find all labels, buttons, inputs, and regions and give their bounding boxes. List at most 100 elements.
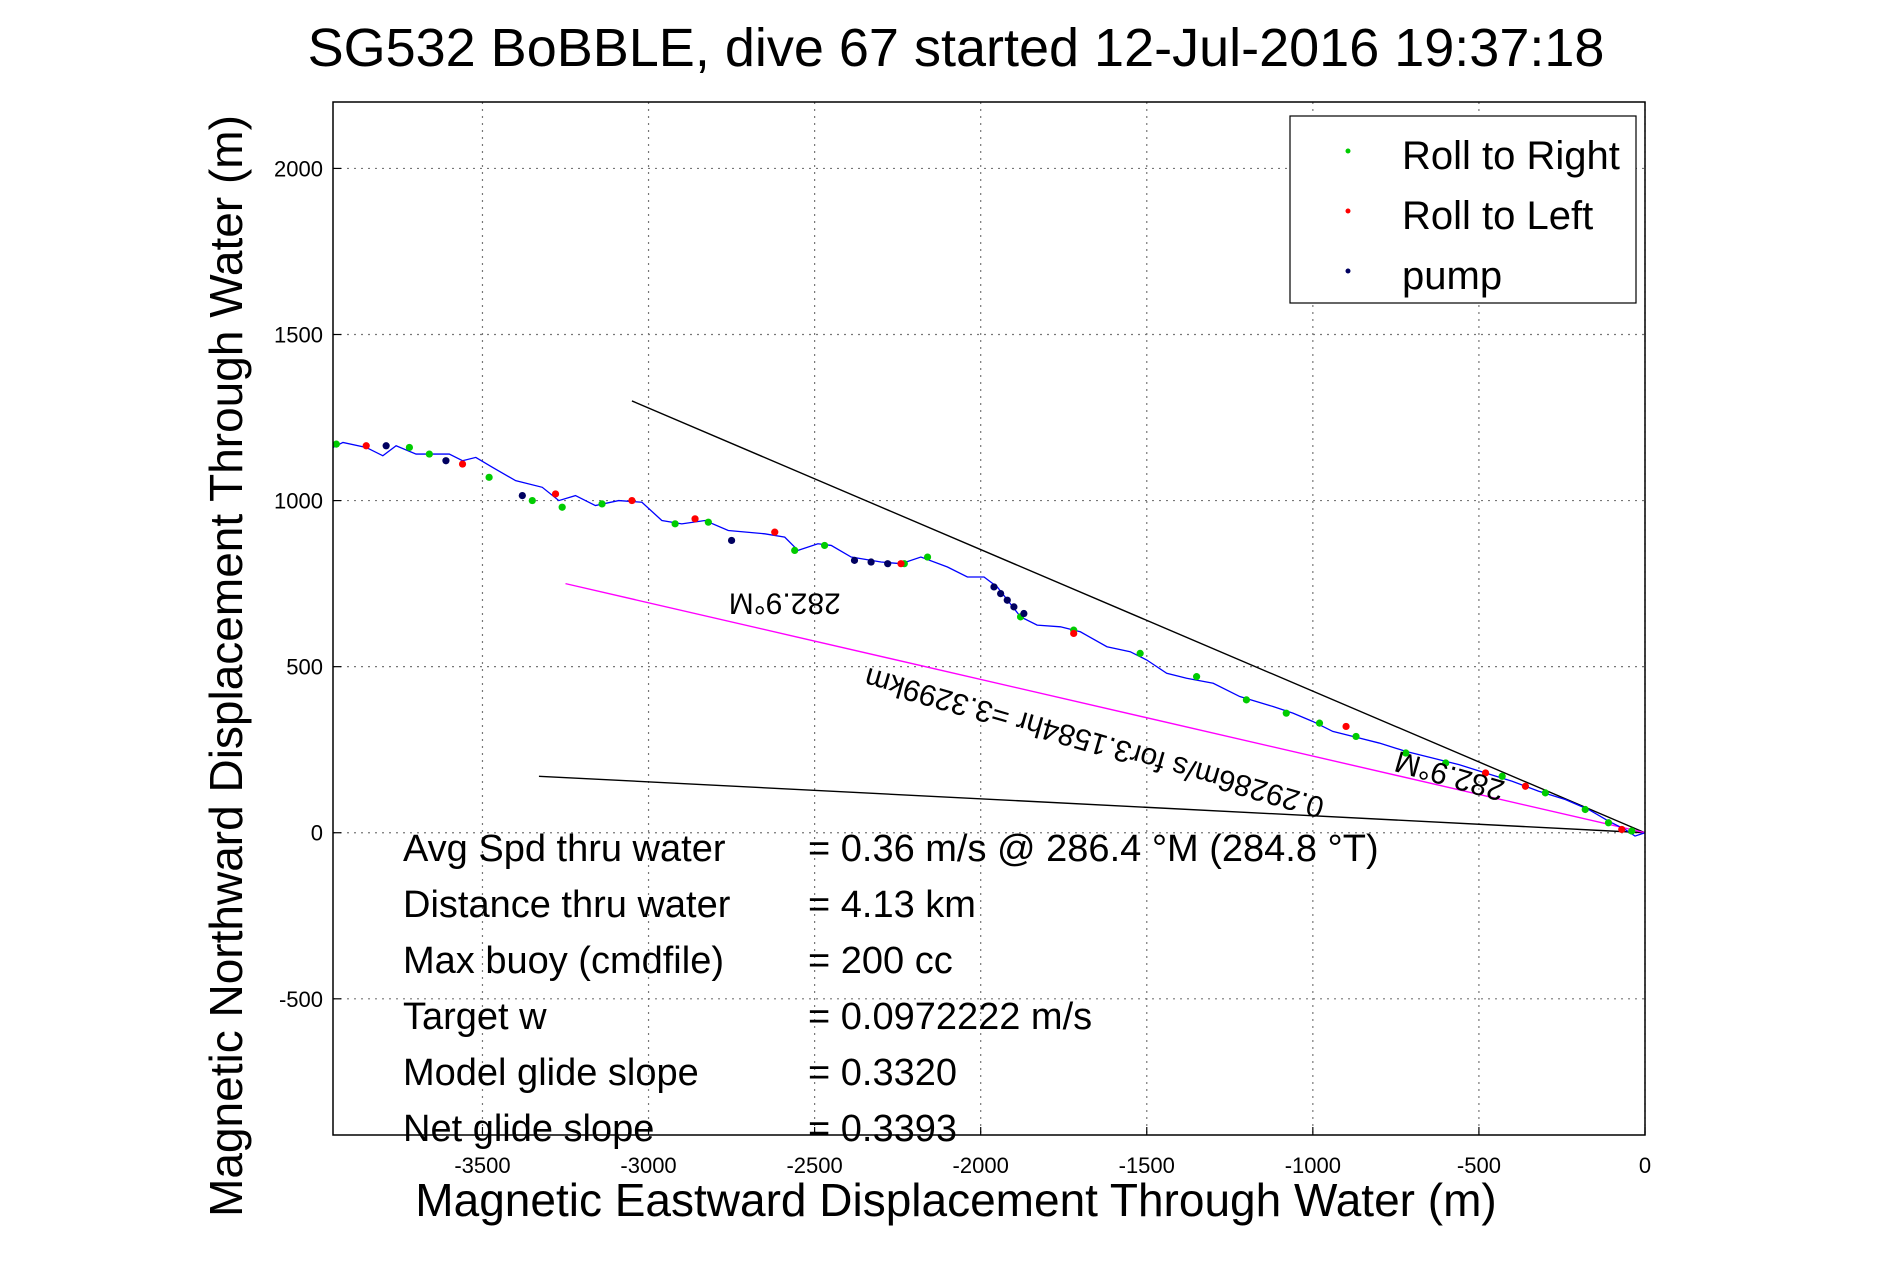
chart-title: SG532 BoBBLE, dive 67 started 12-Jul-201…: [308, 18, 1605, 78]
pump-point: [850, 556, 859, 564]
stat-value: = 4.13 km: [808, 884, 976, 926]
roll-to-left-point: [691, 515, 699, 523]
y-tick-label: 1500: [274, 323, 323, 348]
y-tick-label: -500: [279, 987, 323, 1012]
stat-value: = 0.3320: [808, 1052, 957, 1094]
roll-to-right-point: [671, 520, 679, 528]
x-tick-label: 0: [1639, 1153, 1651, 1178]
roll-to-right-point: [1604, 819, 1613, 827]
annotation-label: 0.29286m/s for3.1584hr =3.3299km: [861, 661, 1328, 824]
tick-labels: -3500 -3000 -2500 -2000 -1500 -1000 -500 0 -500 0…: [274, 156, 1651, 1178]
roll-to-right-point: [1628, 827, 1636, 835]
x-tick-label: -2000: [953, 1153, 1009, 1178]
roll-to-right-point: [598, 500, 606, 508]
roll-to-left-point: [1342, 722, 1350, 731]
roll-to-right-point: [1352, 732, 1360, 741]
roll-to-right-point: [1282, 709, 1290, 717]
stat-label: Max buoy (cmdfile): [403, 940, 724, 982]
roll-to-right-point: [1136, 649, 1144, 657]
annotations: 282.9°M 0.29286m/s for3.1584hr =3.3299km 2…: [729, 587, 1508, 824]
roll-to-left-point: [551, 490, 560, 498]
y-tick-label: 500: [286, 655, 323, 680]
x-tick-label: -2500: [786, 1153, 842, 1178]
roll-to-left-point: [897, 560, 905, 568]
current-line: [565, 582, 1646, 834]
x-tick-label: -1500: [1119, 1153, 1175, 1178]
annotation-label: 282.9°M: [729, 587, 841, 620]
stat-label: Target w: [403, 996, 547, 1038]
plot-lines: [332, 400, 1646, 837]
legend-label-roll-to-left: Roll to Left: [1402, 194, 1593, 238]
y-tick-label: 2000: [274, 156, 323, 181]
legend-marker-pump: [1345, 268, 1351, 274]
roll-to-right-point: [1581, 805, 1589, 814]
roll-to-right-point: [332, 440, 340, 448]
roll-to-right-point: [704, 518, 712, 526]
pump-point: [884, 560, 892, 568]
roll-to-left-point: [628, 496, 636, 505]
roll-to-left-point: [1481, 769, 1490, 777]
pump-point: [1003, 596, 1011, 604]
roll-to-right-point: [528, 496, 536, 505]
pump-point: [997, 589, 1005, 598]
roll-to-left-point: [458, 460, 467, 468]
roll-to-right-point: [1242, 696, 1251, 704]
roll-to-left-point: [771, 528, 779, 536]
roll-to-left-point: [1070, 629, 1078, 638]
roll-to-right-point: [1498, 772, 1506, 780]
pump-point: [1020, 609, 1028, 618]
reference-line: [631, 400, 1646, 834]
roll-to-right-point: [820, 541, 829, 550]
grid: [333, 102, 1646, 1135]
x-axis-label: Magnetic Eastward Displacement Through W…: [415, 1174, 1496, 1226]
roll-to-right-point: [1192, 673, 1201, 681]
roll-to-right-point: [485, 473, 493, 481]
pump-point: [867, 558, 875, 566]
stat-label: Avg Spd thru water: [403, 828, 726, 870]
roll-to-left-point: [1618, 825, 1626, 834]
roll-to-right-point: [1402, 749, 1410, 757]
pump-point: [727, 536, 736, 545]
stats-block: Avg Spd thru water = 0.36 m/s @ 286.4 °M …: [403, 828, 1379, 1150]
pump-point: [442, 457, 450, 465]
roll-to-right-point: [1315, 719, 1324, 727]
roll-to-right-point: [923, 553, 932, 561]
x-tick-label: -500: [1457, 1153, 1501, 1178]
pump-point: [1010, 603, 1018, 611]
plot-markers: [332, 440, 1636, 835]
stat-value: = 0.3393: [808, 1108, 957, 1150]
x-tick-label: -1000: [1285, 1153, 1341, 1178]
pump-point: [382, 442, 390, 450]
pump-point: [518, 492, 526, 500]
y-axis-label: Magnetic Northward Displacement Through …: [200, 115, 252, 1217]
y-tick-label: 0: [311, 821, 323, 846]
roll-to-right-point: [425, 450, 433, 458]
legend-marker-roll-to-left: [1345, 208, 1351, 214]
roll-to-right-point: [405, 443, 413, 452]
stat-value: = 0.36 m/s @ 286.4 °M (284.8 °T): [808, 828, 1379, 870]
stat-value: = 0.0972222 m/s: [808, 996, 1092, 1038]
roll-to-left-point: [1521, 782, 1530, 790]
roll-to-right-point: [558, 503, 566, 511]
annotation-label: 282.9°M: [1391, 744, 1508, 807]
roll-to-right-point: [791, 546, 799, 555]
legend-label-pump: pump: [1402, 254, 1502, 298]
legend-marker-roll-to-right: [1345, 148, 1351, 154]
stat-label: Distance thru water: [403, 884, 731, 926]
track-line: [332, 441, 1646, 837]
x-tick-label: -3500: [454, 1153, 510, 1178]
stat-value: = 200 cc: [808, 940, 953, 982]
x-tick-label: -3000: [620, 1153, 676, 1178]
roll-to-right-point: [1541, 789, 1549, 797]
plot-frame: [332, 101, 1646, 1136]
legend: Roll to Right Roll to Left pump: [1289, 115, 1637, 304]
roll-to-left-point: [362, 442, 370, 450]
stat-label: Model glide slope: [403, 1052, 699, 1094]
roll-to-right-point: [1442, 759, 1450, 767]
stat-label: Net glide slope: [403, 1108, 654, 1150]
reference-line: [538, 775, 1646, 834]
y-tick-label: 1000: [274, 489, 323, 514]
pump-point: [990, 583, 998, 591]
legend-label-roll-to-right: Roll to Right: [1402, 134, 1620, 178]
